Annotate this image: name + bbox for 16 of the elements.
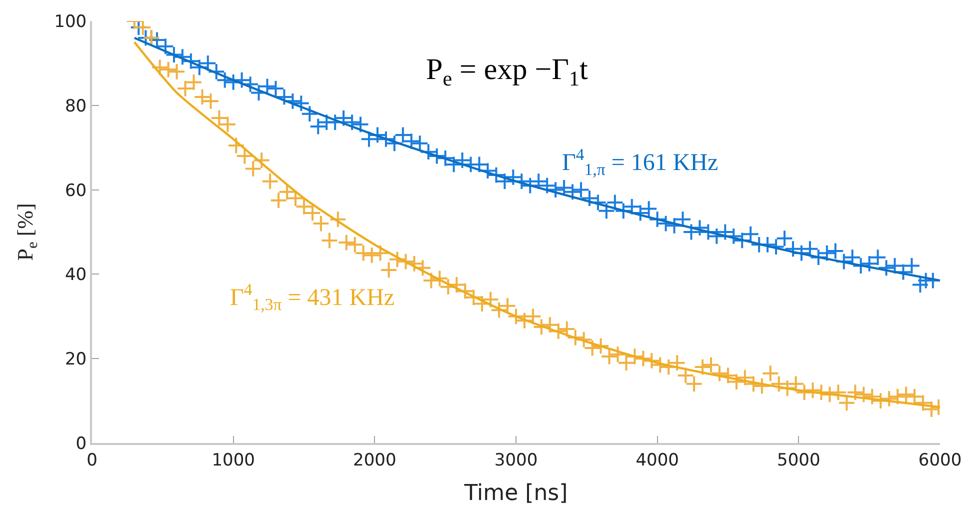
y-tick-label: 100 <box>54 12 87 32</box>
x-axis-title: Time [ns] <box>463 480 568 506</box>
annotation: Γ$^{4}$$_{1,3π}$ = 431 KHz <box>230 280 395 314</box>
annotation: P$_{e}$ = exp −Γ$_{1}$t <box>426 53 589 90</box>
x-tick-label: 4000 <box>636 450 679 470</box>
y-tick-label: 60 <box>64 180 87 201</box>
x-tick-label: 5000 <box>777 450 820 470</box>
y-tick-label: 40 <box>64 265 87 286</box>
y-tick-label: 20 <box>64 350 87 370</box>
x-tick-label: 6000 <box>918 450 962 470</box>
annotation: Γ$^{4}$$_{1,π}$ = 161 KHz <box>562 145 718 180</box>
y-tick-label: 80 <box>64 96 87 116</box>
y-tick-label: 0 <box>76 434 87 454</box>
x-tick-label: 3000 <box>494 450 538 470</box>
x-tick-label: 1000 <box>212 450 255 470</box>
x-tick-label: 2000 <box>353 450 396 470</box>
